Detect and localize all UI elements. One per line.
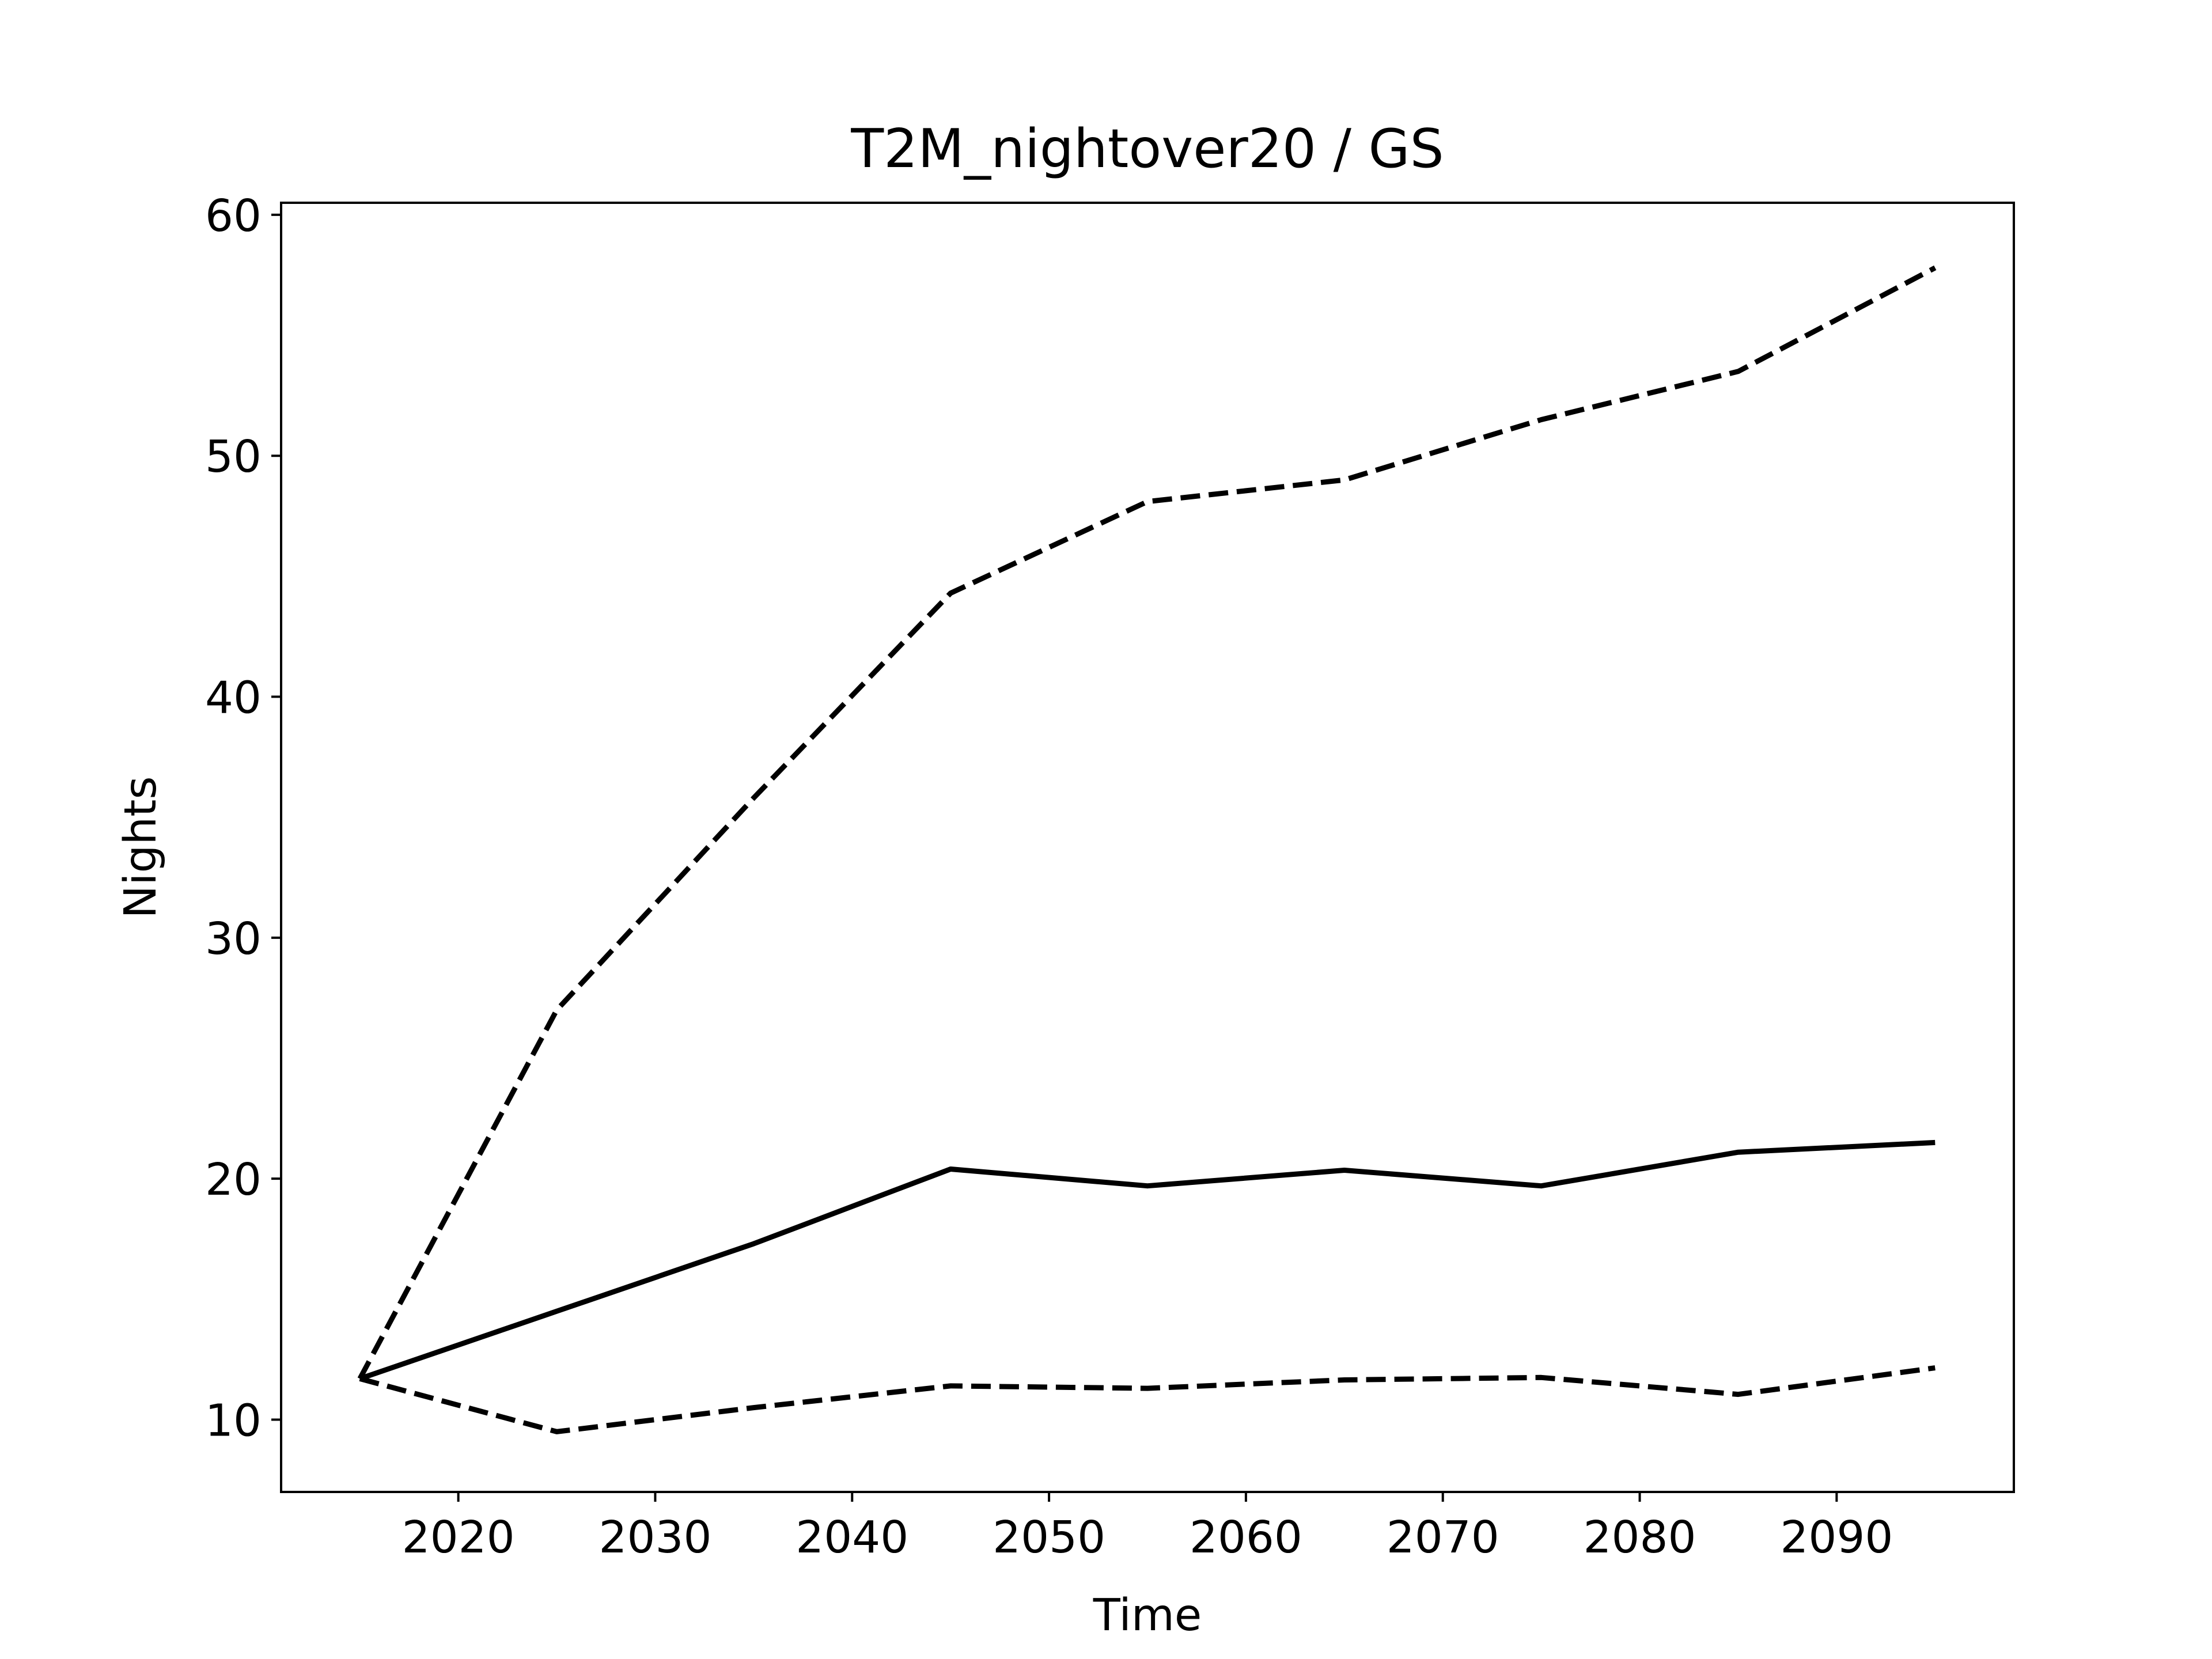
series-layer: [357, 265, 1937, 1434]
chart-title: T2M_nightover20 / GS: [850, 118, 1444, 180]
series-line-1: [359, 1139, 1936, 1381]
plot-area-frame: [280, 202, 2015, 1493]
x-tick-label: 2070: [1387, 1512, 1499, 1563]
y-tick-label: 10: [205, 1396, 262, 1447]
x-tick-label: 2040: [796, 1512, 908, 1563]
x-axis: 2020 2030 2040 2050 2060 2070 2080 2090: [402, 1492, 1893, 1563]
series-line-2: [357, 265, 1937, 1380]
y-tick-label: 20: [205, 1154, 262, 1206]
x-axis-title: Time: [1093, 1590, 1202, 1641]
y-tick-label: 40: [205, 673, 262, 724]
y-axis-title: Nights: [115, 777, 166, 919]
y-tick-label: 30: [205, 914, 262, 965]
series-line-3: [359, 1365, 1936, 1434]
y-tick-label: 60: [205, 191, 262, 242]
x-tick-label: 2060: [1190, 1512, 1302, 1563]
x-tick-label: 2030: [599, 1512, 711, 1563]
x-tick-label: 2090: [1780, 1512, 1893, 1563]
x-tick-label: 2050: [993, 1512, 1105, 1563]
y-tick-label: 50: [205, 431, 262, 483]
x-tick-label: 2020: [402, 1512, 515, 1563]
x-tick-label: 2080: [1584, 1512, 1696, 1563]
y-axis: 10 20 30 40 50 60: [205, 191, 281, 1447]
